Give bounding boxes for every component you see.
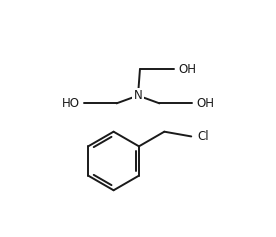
Text: OH: OH <box>179 63 197 76</box>
Text: Cl: Cl <box>197 130 209 143</box>
Text: N: N <box>134 89 142 102</box>
Text: HO: HO <box>62 97 79 110</box>
Text: OH: OH <box>197 97 214 110</box>
